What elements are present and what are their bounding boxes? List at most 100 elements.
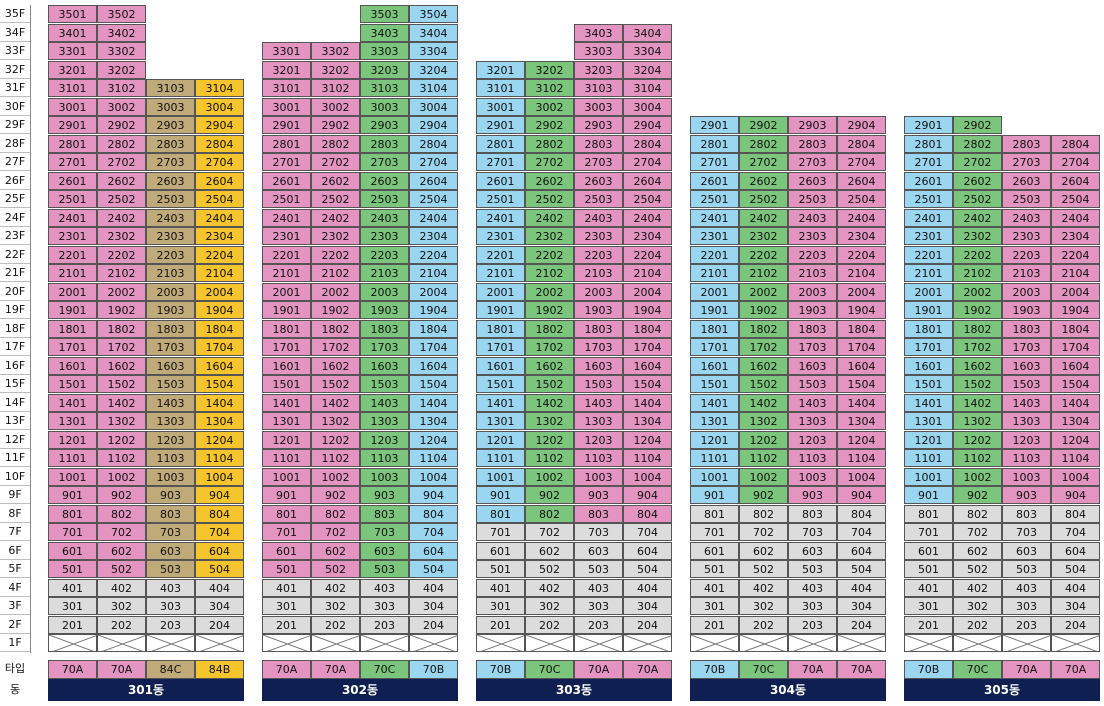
unit-cell: 1002 [739, 467, 788, 486]
unit-cell: 2201 [48, 245, 97, 264]
unit-cell: 1803 [1002, 319, 1051, 338]
unit-cell: 2102 [97, 264, 146, 282]
unit-cell: 1003 [360, 467, 409, 486]
floor-label: 32F [0, 61, 30, 79]
unit-cell: 602 [739, 541, 788, 560]
unit-cell: 2003 [1002, 282, 1051, 301]
unit-cell: 1904 [623, 301, 672, 319]
unit-cell: 902 [311, 486, 360, 504]
unit-cell: 1104 [837, 449, 886, 467]
unit-cell: 1804 [195, 319, 244, 338]
unit-cell: 2202 [739, 245, 788, 264]
unit-cell: 803 [788, 504, 837, 523]
unit-cell: 1804 [837, 319, 886, 338]
unit-cell: 1603 [360, 356, 409, 375]
unit-cell: 1203 [146, 430, 195, 449]
unit-cell: 1202 [739, 430, 788, 449]
unit-cell: 2504 [409, 190, 458, 208]
unit-cell: 1201 [476, 430, 525, 449]
unit-cell: 802 [953, 504, 1002, 523]
unit-cell: 2804 [623, 134, 672, 153]
unit-cell: 3401 [48, 23, 97, 42]
unit-cell: 1404 [409, 393, 458, 412]
unit-cell: 1704 [195, 338, 244, 356]
unit-cell: 901 [690, 486, 739, 504]
unit-cell: 2602 [739, 171, 788, 190]
unit-cell: 502 [739, 560, 788, 578]
unit-cell: 2903 [788, 116, 837, 134]
unit-cell: 2802 [525, 134, 574, 153]
unit-cell: 1404 [837, 393, 886, 412]
unit-cell: 2304 [409, 227, 458, 245]
unit-cell: 1104 [623, 449, 672, 467]
unit-cell: 3503 [360, 5, 409, 23]
unit-cell: 2002 [311, 282, 360, 301]
unit-cell: 304 [409, 597, 458, 615]
unit-cell: 2303 [1002, 227, 1051, 245]
unit-cell: 2103 [574, 264, 623, 282]
pilotis-cell [97, 634, 146, 652]
unit-cell: 604 [195, 541, 244, 560]
unit-cell: 3103 [360, 79, 409, 97]
unit-cell: 902 [953, 486, 1002, 504]
unit-cell: 2703 [1002, 153, 1051, 171]
unit-cell: 2203 [360, 245, 409, 264]
unit-cell: 3301 [262, 42, 311, 60]
unit-cell: 2603 [1002, 171, 1051, 190]
unit-cell: 1802 [525, 319, 574, 338]
unit-cell: 503 [574, 560, 623, 578]
unit-cell: 603 [788, 541, 837, 560]
unit-cell: 203 [574, 615, 623, 634]
unit-cell: 304 [623, 597, 672, 615]
unit-cell: 702 [311, 523, 360, 541]
floor-label: 17F [0, 338, 30, 356]
unit-cell: 3002 [311, 97, 360, 116]
unit-cell: 2001 [690, 282, 739, 301]
unit-cell: 403 [146, 578, 195, 597]
unit-cell: 2801 [690, 134, 739, 153]
unit-cell: 1602 [97, 356, 146, 375]
unit-cell: 2901 [262, 116, 311, 134]
unit-cell: 2803 [1002, 134, 1051, 153]
unit-cell: 202 [525, 615, 574, 634]
pilotis-cell [837, 634, 886, 652]
unit-cell: 1504 [1051, 375, 1100, 393]
unit-cell: 2304 [623, 227, 672, 245]
unit-cell: 1503 [146, 375, 195, 393]
unit-cell: 1501 [690, 375, 739, 393]
type-cell: 70A [788, 660, 837, 679]
unit-cell: 1901 [262, 301, 311, 319]
unit-cell: 404 [623, 578, 672, 597]
unit-cell: 504 [409, 560, 458, 578]
unit-cell: 1101 [690, 449, 739, 467]
unit-cell: 604 [1051, 541, 1100, 560]
unit-cell: 1002 [311, 467, 360, 486]
unit-cell: 1103 [146, 449, 195, 467]
unit-cell: 404 [195, 578, 244, 597]
pilotis-cell [195, 634, 244, 652]
unit-cell: 2101 [262, 264, 311, 282]
unit-cell: 3101 [48, 79, 97, 97]
unit-cell: 2503 [788, 190, 837, 208]
unit-cell: 2601 [48, 171, 97, 190]
unit-cell: 2804 [1051, 134, 1100, 153]
unit-cell: 304 [195, 597, 244, 615]
unit-cell: 2104 [409, 264, 458, 282]
unit-cell: 1404 [1051, 393, 1100, 412]
unit-cell: 1402 [97, 393, 146, 412]
unit-cell: 2204 [623, 245, 672, 264]
unit-cell: 2503 [146, 190, 195, 208]
unit-cell: 2402 [739, 208, 788, 227]
type-cell: 70A [837, 660, 886, 679]
unit-cell: 2502 [97, 190, 146, 208]
unit-cell: 903 [1002, 486, 1051, 504]
unit-cell: 203 [1002, 615, 1051, 634]
unit-cell: 403 [1002, 578, 1051, 597]
unit-cell: 1702 [953, 338, 1002, 356]
unit-cell: 1504 [623, 375, 672, 393]
unit-cell: 1102 [311, 449, 360, 467]
unit-cell: 2903 [574, 116, 623, 134]
unit-cell: 1203 [574, 430, 623, 449]
pilotis-cell [476, 634, 525, 652]
unit-cell: 602 [311, 541, 360, 560]
